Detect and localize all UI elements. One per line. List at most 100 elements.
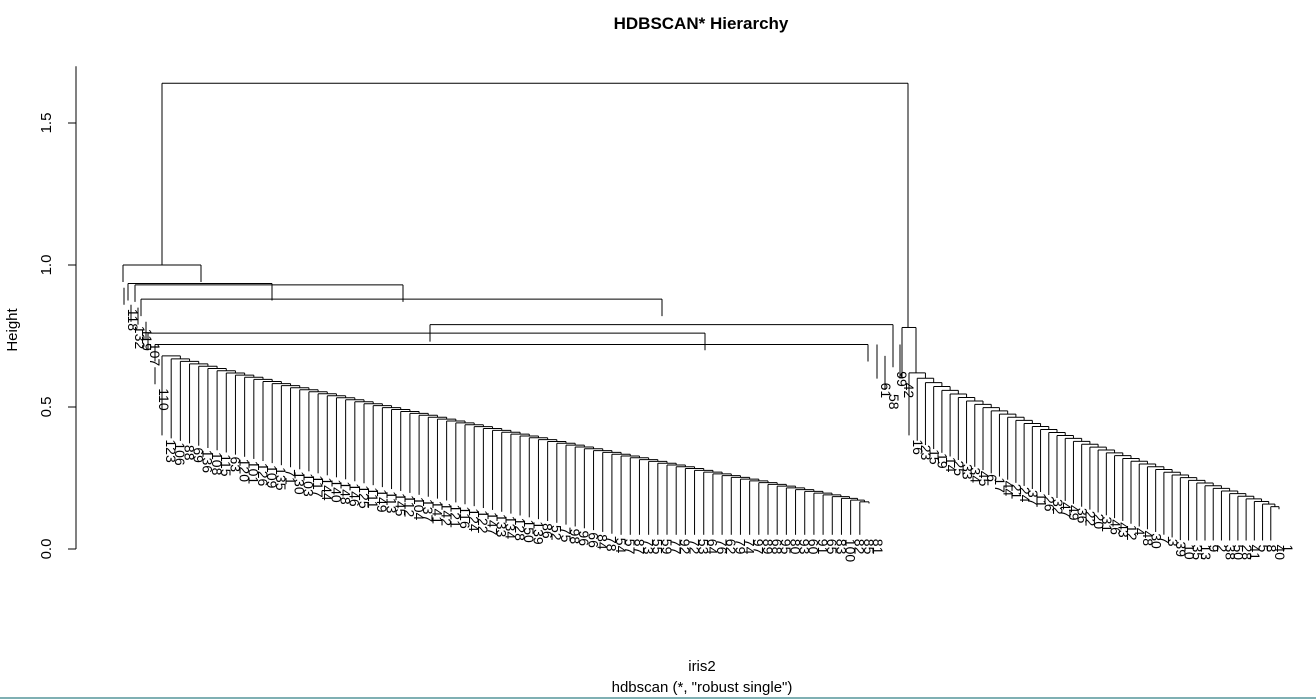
leaf-label: 88 xyxy=(181,445,197,461)
leaf-label: 75 xyxy=(558,527,574,543)
leaf-label: 8 xyxy=(1264,544,1280,552)
leaf-label: 54 xyxy=(613,538,629,554)
leaf-label: 117 xyxy=(310,475,326,498)
leaf-label: 101 xyxy=(246,461,262,485)
leaf-label: 89 xyxy=(760,539,776,555)
y-tick-label: 1.0 xyxy=(38,255,55,276)
leaf-label: 50 xyxy=(1231,544,1247,560)
leaf-label: 148 xyxy=(337,481,353,505)
leaf-label: 16 xyxy=(910,439,926,455)
leaf-label: 135 xyxy=(273,467,289,491)
leaf-label: 60 xyxy=(806,539,822,555)
leaf-label: 78 xyxy=(604,536,620,552)
leaf-label: 140 xyxy=(328,479,344,503)
leaf-label: 115 xyxy=(218,454,234,477)
leaf-label: 34 xyxy=(968,467,984,483)
leaf-label: 12 xyxy=(1124,525,1140,541)
dendrogram-tree xyxy=(122,82,1280,541)
leaf-label: 142 xyxy=(438,503,454,527)
leaf-label: 13 xyxy=(1198,544,1214,560)
leaf-label: 71 xyxy=(282,469,298,485)
y-tick-label: 0.0 xyxy=(38,539,55,560)
leaf-label: 73 xyxy=(640,539,656,555)
leaf-label: 48 xyxy=(1140,530,1156,546)
leaf-label: 80 xyxy=(787,539,803,555)
leaf-label: 61 xyxy=(878,383,894,399)
leaf-label: 98 xyxy=(567,529,583,545)
leaf-label: 46 xyxy=(1107,519,1123,535)
leaf-label: 20 xyxy=(1091,514,1107,530)
leaf-label: 53 xyxy=(696,539,712,555)
leaf-label: 65 xyxy=(824,539,840,555)
leaf-label: 14 xyxy=(943,457,959,473)
leaf-label: 38 xyxy=(1222,544,1238,560)
leaf-label: 6 xyxy=(984,474,1000,482)
y-tick-label: 1.5 xyxy=(38,113,55,134)
leaf-label: 91 xyxy=(815,539,831,555)
leaf-label: 17 xyxy=(992,477,1008,493)
leaf-label: 134 xyxy=(503,516,519,540)
leaf-label: 110 xyxy=(156,388,172,411)
leaf-label: 66 xyxy=(585,532,601,548)
leaf-label: 85 xyxy=(861,539,877,555)
leaf-label: 59 xyxy=(659,539,675,555)
leaf-label: 22 xyxy=(1083,511,1099,527)
leaf-label: 120 xyxy=(236,459,252,483)
leaf-label: 49 xyxy=(1066,505,1082,521)
leaf-label: 43 xyxy=(1116,522,1132,538)
leaf-label: 111 xyxy=(365,487,381,508)
leaf-label: 32 xyxy=(1050,499,1066,515)
leaf-label: 5 xyxy=(1255,544,1271,552)
leaf-label: 26 xyxy=(1042,496,1058,512)
leaf-label: 147 xyxy=(484,512,500,536)
leaf-label: 25 xyxy=(951,460,967,476)
leaf-label: 132 xyxy=(132,326,148,350)
leaf-label: 57 xyxy=(622,539,638,555)
leaf-label: 92 xyxy=(677,539,693,555)
leaf-label: 33 xyxy=(959,464,975,480)
leaf-label: 47 xyxy=(1058,502,1074,518)
leaf-label: 107 xyxy=(147,343,163,367)
leaf-label: 36 xyxy=(1074,508,1090,524)
leaf-label: 137 xyxy=(420,499,436,523)
leaf-label: 4 xyxy=(1132,528,1148,536)
leaf-label: 128 xyxy=(512,518,528,542)
leaf-label: 144 xyxy=(319,477,335,501)
leaf-label: 41 xyxy=(1247,544,1263,560)
leaf-label: 100 xyxy=(842,539,858,563)
leaf-label: 63 xyxy=(227,456,243,472)
leaf-label: 103 xyxy=(301,473,317,497)
leaf-label: 62 xyxy=(723,539,739,555)
leaf-label: 145 xyxy=(393,493,409,517)
leaf-label: 64 xyxy=(705,539,721,555)
leaf-label: 93 xyxy=(797,539,813,555)
leaf-label: 7 xyxy=(1157,536,1173,544)
leaf-label: 150 xyxy=(521,519,537,543)
leaf-label: 139 xyxy=(530,521,546,545)
leaf-label: 126 xyxy=(255,463,271,487)
leaf-label: 82 xyxy=(852,539,868,555)
leaf-label: 23 xyxy=(918,445,934,461)
leaf-label: 118 xyxy=(125,309,141,332)
leaf-label: 30 xyxy=(1148,533,1164,549)
leaf-label: 39 xyxy=(1173,541,1189,557)
leaf-label: 79 xyxy=(732,539,748,555)
leaf-label: 69 xyxy=(191,447,207,463)
leaf-label: 99 xyxy=(894,371,910,387)
leaf-label: 45 xyxy=(976,471,992,487)
leaf-label: 104 xyxy=(411,497,427,521)
leaf-label: 52 xyxy=(549,525,565,541)
leaf-label: 42 xyxy=(901,383,917,399)
leaf-label: 119 xyxy=(139,329,155,352)
leaf-label: 31 xyxy=(1099,516,1115,532)
leaf-label: 112 xyxy=(402,495,418,518)
leaf-label: 106 xyxy=(172,442,188,466)
leaf-label: 21 xyxy=(1009,484,1025,500)
leaf-label: 81 xyxy=(870,539,886,555)
leaf-label: 58 xyxy=(886,394,902,410)
leaf-label: 55 xyxy=(650,539,666,555)
y-axis-label: Height xyxy=(4,307,21,351)
leaf-label: 125 xyxy=(356,485,372,509)
leaf-label: 35 xyxy=(1190,544,1206,560)
